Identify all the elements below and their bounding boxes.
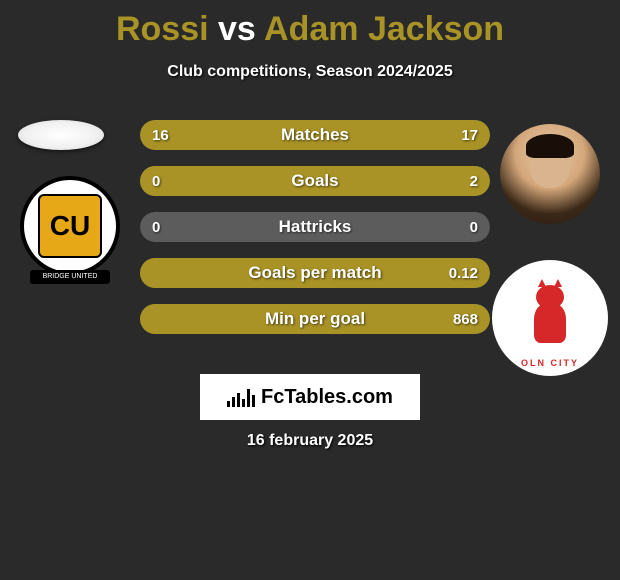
page-title: Rossi vs Adam Jackson: [0, 0, 620, 49]
subtitle: Club competitions, Season 2024/2025: [0, 63, 620, 81]
badge-monogram: CU: [38, 194, 102, 258]
badge-curve-text: OLN CITY: [521, 358, 579, 368]
stat-row: Min per goal868: [140, 304, 490, 334]
stat-value-left: 0: [152, 219, 160, 236]
stat-value-left: 16: [152, 127, 169, 144]
stat-row: Goals0 2: [140, 166, 490, 196]
title-left-player: Rossi: [116, 10, 209, 48]
left-club-badge: CU BRIDGE UNITED: [20, 176, 120, 286]
stat-row: Hattricks0 0: [140, 212, 490, 242]
badge-outer-ring: CU: [20, 176, 120, 276]
brand-text: FcTables.com: [261, 386, 393, 409]
stat-value-left: 0: [152, 173, 160, 190]
badge-ribbon: BRIDGE UNITED: [30, 270, 110, 284]
stat-value-right: 17: [461, 127, 478, 144]
stat-value-right: 868: [453, 311, 478, 328]
stat-value-right: 2: [470, 173, 478, 190]
date-line: 16 february 2025: [0, 432, 620, 450]
right-club-badge: OLN CITY: [492, 260, 608, 376]
stat-rows: Matches1617Goals02Hattricks00Goals per m…: [140, 120, 490, 350]
stat-label: Matches: [140, 125, 490, 145]
stat-row: Matches16 17: [140, 120, 490, 150]
stat-row: Goals per match0.12: [140, 258, 490, 288]
title-right-player: Adam Jackson: [264, 10, 504, 48]
brand-bars-icon: [227, 387, 255, 407]
stat-label: Goals per match: [140, 263, 490, 283]
stat-value-right: 0: [470, 219, 478, 236]
stat-label: Goals: [140, 171, 490, 191]
left-player-avatar: [18, 120, 104, 150]
comparison-infographic: Rossi vs Adam Jackson Club competitions,…: [0, 0, 620, 580]
stat-value-right: 0.12: [449, 265, 478, 282]
stat-label: Min per goal: [140, 309, 490, 329]
brand-box: FcTables.com: [200, 374, 420, 420]
title-vs: vs: [218, 10, 256, 48]
right-player-avatar: [500, 124, 600, 224]
imp-icon: [520, 283, 580, 353]
stat-label: Hattricks: [140, 217, 490, 237]
